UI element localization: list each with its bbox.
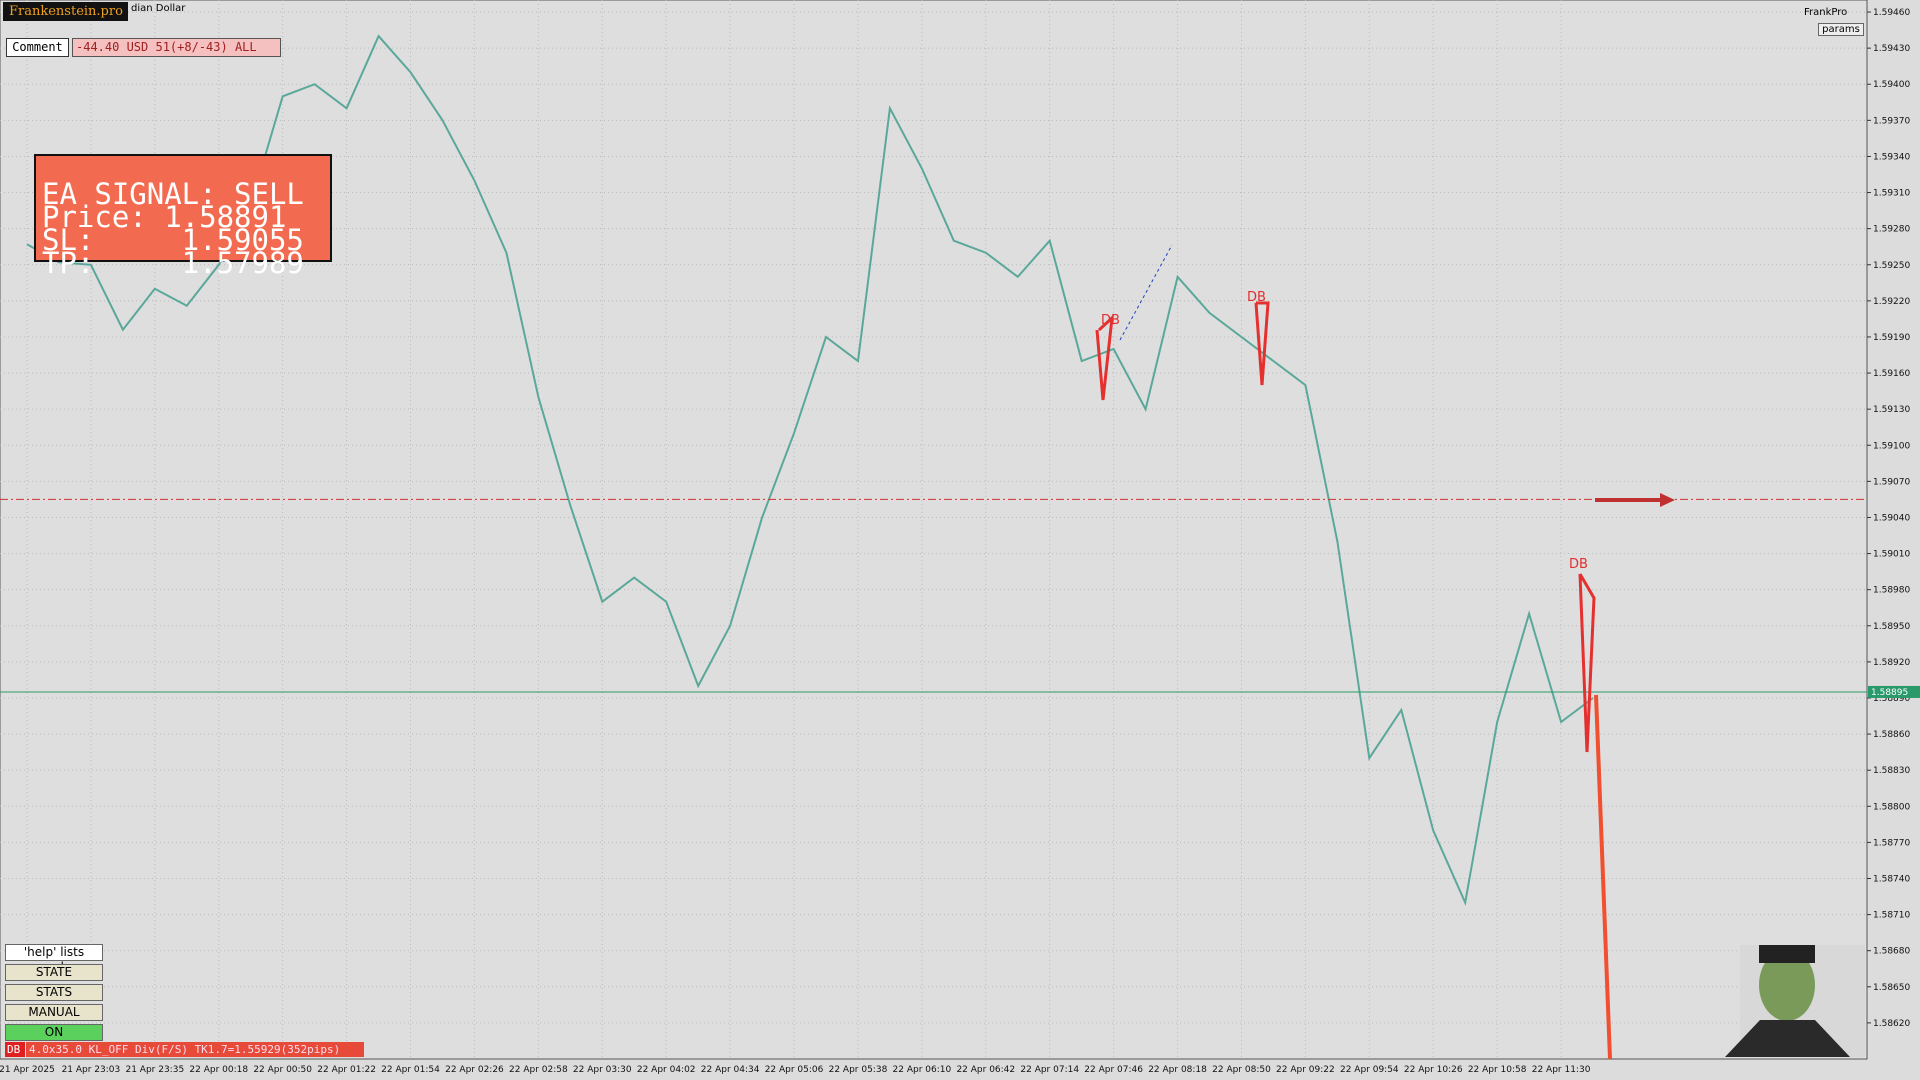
marks: 1.58895 (0, 34, 1920, 907)
pattern-outline (1254, 301, 1270, 386)
x-tick-label: 22 Apr 04:02 (637, 1065, 696, 1075)
y-tick-label: 1.58740 (1873, 874, 1910, 884)
y-tick-label: 1.58650 (1873, 983, 1910, 993)
x-tick-label: 22 Apr 10:58 (1468, 1065, 1527, 1075)
x-tick-label: 22 Apr 01:54 (381, 1065, 440, 1075)
y-tick-label: 1.58800 (1873, 802, 1910, 812)
x-tick-label: 22 Apr 00:50 (253, 1065, 312, 1075)
x-tick-label: 22 Apr 08:50 (1212, 1065, 1271, 1075)
y-tick-label: 1.59400 (1873, 80, 1910, 90)
y-tick-label: 1.59280 (1873, 225, 1910, 235)
y-tick-label: 1.59160 (1873, 369, 1910, 379)
x-tick-label: 22 Apr 06:10 (893, 1065, 952, 1075)
y-tick-label: 1.59460 (1873, 8, 1910, 18)
annotation: DB (1247, 290, 1266, 305)
x-tick-label: 22 Apr 05:06 (765, 1065, 824, 1075)
forecast-line (1594, 694, 1612, 1060)
y-tick-label: 1.59310 (1873, 189, 1910, 199)
params-button[interactable]: params (1818, 23, 1864, 36)
pattern-outline (1578, 573, 1596, 753)
mascot-hair (1759, 945, 1815, 963)
signal-line: Price: 1.58891 (42, 200, 287, 234)
trend-line (1119, 244, 1173, 341)
y-tick-label: 1.59040 (1873, 513, 1910, 523)
y-tick-label: 1.59010 (1873, 550, 1910, 560)
mascot-face (1759, 949, 1815, 1021)
mascot (1725, 945, 1865, 1057)
x-tick-label: 22 Apr 10:26 (1404, 1065, 1463, 1075)
state-button[interactable]: STATE (5, 964, 103, 981)
annotation: DB (1569, 557, 1588, 572)
y-tick-label: 1.59190 (1873, 333, 1910, 343)
y-tick-label: 1.59340 (1873, 152, 1910, 162)
x-tick-label: 22 Apr 06:42 (956, 1065, 1015, 1075)
signal-line: TP: 1.57989 (42, 246, 304, 280)
signal-panel: EA SIGNAL: SELL Price: 1.58891 SL: 1.59055… (34, 154, 332, 278)
y-tick-label: 1.58770 (1873, 838, 1910, 848)
comment-text: -44.40 USD 51(+8/-43) ALL (72, 38, 281, 57)
y-tick-label: 1.58710 (1873, 911, 1910, 921)
bid-label: 1.58895 (1871, 688, 1908, 698)
brand: FrankPro (1804, 7, 1848, 18)
help-button[interactable]: 'help' lists cmds (5, 944, 103, 974)
y-tick-label: 1.59130 (1873, 405, 1910, 415)
y-tick-label: 1.58950 (1873, 622, 1910, 632)
arrow-head (1660, 493, 1675, 507)
pattern-outline (1095, 314, 1114, 401)
status-tag: DB (5, 1042, 25, 1057)
y-tick-label: 1.58890 (1873, 694, 1910, 704)
y-tick-label: 1.59220 (1873, 297, 1910, 307)
x-tick-label: 22 Apr 03:30 (573, 1065, 632, 1075)
x-tick-label: 22 Apr 05:38 (829, 1065, 888, 1075)
y-tick-label: 1.59070 (1873, 477, 1910, 487)
x-tick-label: 22 Apr 08:18 (1148, 1065, 1207, 1075)
y-tick-label: 1.59430 (1873, 44, 1910, 54)
y-tick-label: 1.58830 (1873, 766, 1910, 776)
y-tick-label: 1.58620 (1873, 1019, 1910, 1029)
y-tick-label: 1.58980 (1873, 586, 1910, 596)
x-tick-label: 22 Apr 04:34 (701, 1065, 760, 1075)
x-tick-label: 22 Apr 00:18 (189, 1065, 248, 1075)
status-text: 4.0x35.0 KL_OFF Div(F/S) TK1.7=1.55929(3… (26, 1042, 364, 1057)
x-tick-label: 22 Apr 02:58 (509, 1065, 568, 1075)
x-tick-label: 22 Apr 07:46 (1084, 1065, 1143, 1075)
x-tick-label: 22 Apr 09:22 (1276, 1065, 1335, 1075)
x-tick-label: 21 Apr 23:35 (125, 1065, 184, 1075)
signal-line: EA SIGNAL: SELL (42, 177, 304, 211)
x-tick-label: 22 Apr 11:30 (1532, 1065, 1591, 1075)
symbol: dian Dollar (131, 3, 186, 14)
y-tick-label: 1.58860 (1873, 730, 1910, 740)
x-tick-label: 22 Apr 01:22 (317, 1065, 376, 1075)
y-tick-label: 1.59100 (1873, 441, 1910, 451)
on-button[interactable]: ON (5, 1024, 103, 1041)
x-tick-label: 21 Apr 23:03 (62, 1065, 121, 1075)
manual-button[interactable]: MANUAL (5, 1004, 103, 1021)
price-line (26, 34, 1594, 907)
y-tick-label: 1.59370 (1873, 116, 1910, 126)
x-tick-label: 22 Apr 07:14 (1020, 1065, 1079, 1075)
stats-button[interactable]: STATS (5, 984, 103, 1001)
y-tick-label: 1.58920 (1873, 658, 1910, 668)
logo: Frankenstein.pro (3, 2, 128, 21)
x-tick-label: 21 Apr 2025 (0, 1065, 55, 1075)
y-tick-label: 1.59250 (1873, 261, 1910, 271)
mascot-body (1725, 1020, 1850, 1057)
bid-label-bg (1868, 685, 1920, 698)
signal-line: SL: 1.59055 (42, 223, 304, 257)
y-tick-label: 1.58680 (1873, 947, 1910, 957)
x-tick-label: 22 Apr 02:26 (445, 1065, 504, 1075)
comment-button[interactable]: Comment (6, 38, 69, 57)
x-tick-label: 22 Apr 09:54 (1340, 1065, 1399, 1075)
